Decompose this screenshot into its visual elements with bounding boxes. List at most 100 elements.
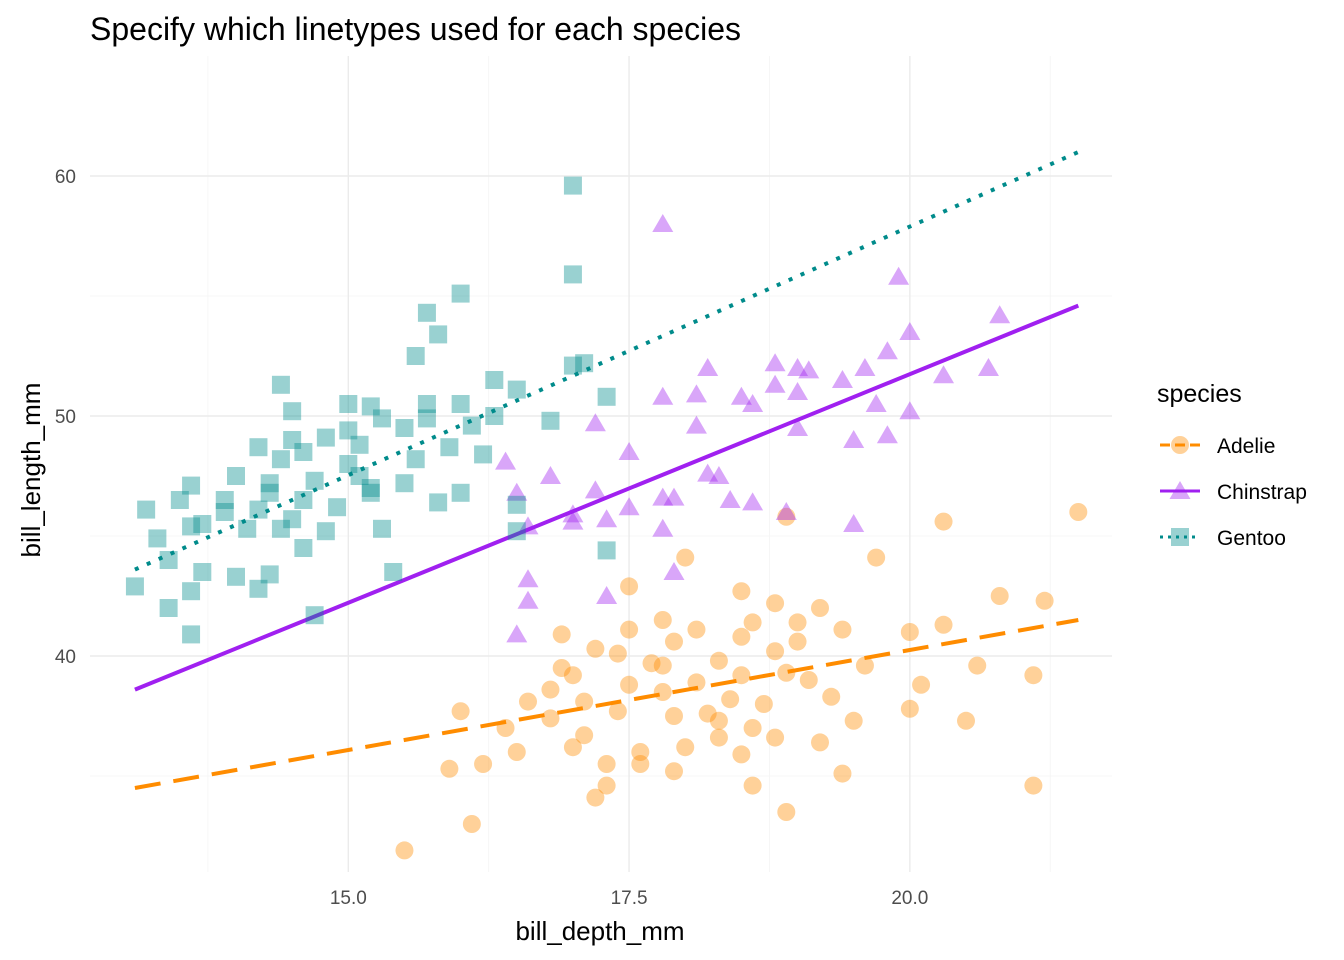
gentoo-point	[227, 467, 245, 485]
legend-key-adelie	[1171, 436, 1189, 454]
gentoo-point	[316, 522, 335, 541]
adelie-point	[957, 711, 975, 730]
legend-item-adelie: Adelie	[1160, 435, 1275, 458]
gentoo-point	[271, 375, 290, 394]
gentoo-point	[417, 303, 436, 322]
adelie-point	[900, 623, 919, 641]
adelie-point	[653, 683, 672, 701]
chinstrap-point	[775, 502, 797, 520]
adelie-point	[507, 743, 526, 761]
adelie-point	[732, 745, 751, 764]
adelie-point	[552, 625, 571, 644]
adelie-point	[811, 599, 829, 617]
chinstrap-point	[764, 353, 786, 372]
chinstrap-point	[663, 562, 685, 580]
adelie-point	[777, 507, 796, 526]
adelie-point	[799, 671, 818, 689]
gentoo-point	[575, 354, 594, 373]
gentoo-point	[597, 387, 616, 406]
gentoo-point	[283, 510, 302, 529]
adelie-point	[631, 755, 650, 773]
adelie-point	[586, 788, 605, 807]
chinstrap-point	[584, 413, 606, 432]
adelie-point	[1035, 591, 1054, 610]
chinstrap-point	[977, 358, 999, 376]
adelie-point	[788, 632, 807, 651]
adelie-point	[855, 656, 874, 675]
chinstrap-trend-line	[134, 303, 1080, 692]
gentoo-point	[373, 519, 391, 538]
gentoo-point	[193, 563, 212, 581]
adelie-point	[563, 738, 582, 757]
gentoo-point	[249, 500, 268, 519]
chinstrap-point	[787, 358, 809, 376]
chinstrap-point	[764, 374, 786, 393]
adelie-point	[597, 755, 616, 773]
gentoo-point	[328, 498, 347, 517]
chinstrap-point	[685, 384, 707, 403]
chinstrap-point	[888, 266, 910, 285]
chinstrap-point	[618, 442, 640, 460]
gentoo-point	[182, 476, 201, 495]
chinstrap-point	[596, 509, 618, 528]
adelie-point	[912, 675, 931, 694]
adelie-point	[563, 666, 582, 685]
adelie-point	[788, 613, 807, 632]
gentoo-point	[305, 606, 324, 625]
chinstrap-point	[517, 590, 539, 609]
legend-item-chinstrap: Chinstrap	[1160, 481, 1307, 504]
adelie-point	[1069, 503, 1088, 521]
adelie-point	[541, 709, 560, 728]
gentoo-point	[507, 522, 526, 541]
legend-label-chinstrap: Chinstrap	[1217, 481, 1307, 504]
legend-label-gentoo: Gentoo	[1217, 527, 1286, 550]
adelie-point	[811, 733, 829, 752]
adelie-point	[990, 587, 1009, 605]
gentoo-point	[417, 395, 436, 413]
chinstrap-point	[787, 382, 809, 400]
gentoo-point	[260, 474, 279, 493]
gentoo-point	[395, 419, 414, 437]
gentoo-point	[260, 483, 279, 502]
gentoo-point	[395, 474, 414, 493]
gentoo-point	[361, 479, 380, 497]
adelie-point	[687, 620, 706, 639]
chinstrap-point	[989, 305, 1011, 324]
gentoo-point	[563, 265, 582, 284]
chinstrap-point	[697, 358, 719, 376]
chinstrap-point	[685, 415, 707, 434]
chinstrap-point	[506, 482, 528, 501]
chinstrap-point	[708, 466, 730, 484]
gentoo-point	[283, 431, 302, 449]
adelie-point	[676, 548, 695, 567]
legend-item-gentoo: Gentoo	[1160, 527, 1286, 550]
gentoo-point	[429, 325, 448, 344]
adelie-point	[665, 762, 683, 781]
gentoo-point	[384, 563, 403, 581]
y-tick-label: 40	[55, 647, 76, 668]
gentoo-point	[193, 515, 212, 533]
adelie-point	[833, 764, 852, 783]
adelie-point	[777, 663, 796, 682]
adelie-point	[631, 743, 650, 761]
adelie-point	[709, 651, 728, 670]
gentoo-point	[170, 491, 189, 509]
gentoo-point	[227, 567, 245, 586]
gentoo-point	[474, 445, 493, 464]
adelie-point	[777, 803, 796, 821]
grid	[90, 56, 1112, 872]
chinstrap-point	[899, 322, 921, 340]
gentoo-point	[339, 395, 358, 413]
adelie-point	[552, 659, 571, 677]
gentoo-point	[249, 579, 268, 598]
adelie-point	[395, 841, 414, 860]
adelie-point	[620, 675, 639, 694]
adelie-point	[575, 692, 594, 711]
chinstrap-point	[562, 511, 584, 530]
chinstrap-point	[618, 497, 640, 516]
chinstrap-point	[562, 504, 584, 523]
adelie-point	[766, 594, 785, 613]
adelie-point	[766, 728, 785, 747]
gentoo-point	[125, 577, 144, 596]
